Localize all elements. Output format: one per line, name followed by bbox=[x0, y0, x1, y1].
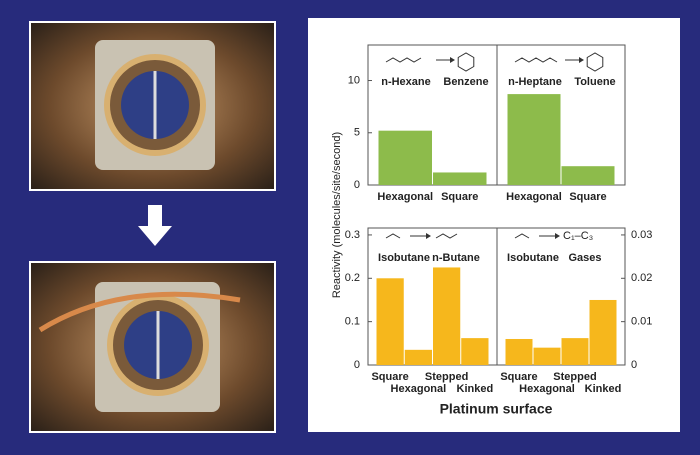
bar bbox=[404, 349, 432, 365]
molecule bbox=[457, 52, 475, 72]
reaction-arrowhead bbox=[555, 233, 560, 239]
bar bbox=[561, 338, 589, 365]
x-tick-label: Stepped bbox=[553, 371, 596, 383]
bar bbox=[461, 338, 489, 365]
y-tick-label: 0.01 bbox=[631, 316, 652, 328]
panel-frame bbox=[496, 44, 626, 186]
photo-bottom bbox=[29, 261, 276, 433]
bar bbox=[378, 130, 432, 185]
chart-panel bbox=[308, 18, 680, 432]
y-axis-label: Reactivity (molecules/site/second) bbox=[331, 132, 343, 298]
bar bbox=[561, 166, 615, 185]
x-tick-label: Stepped bbox=[425, 371, 468, 383]
x-tick-label: Hexagonal bbox=[519, 383, 575, 395]
x-tick-label: Kinked bbox=[457, 383, 494, 395]
x-tick-label: Kinked bbox=[585, 383, 622, 395]
bar bbox=[433, 172, 487, 185]
product-label: n-Butane bbox=[432, 252, 480, 264]
panel-frame bbox=[496, 227, 626, 366]
y-tick-label: 0.03 bbox=[631, 229, 652, 241]
reactant-label: Isobutane bbox=[378, 252, 430, 264]
photo-top bbox=[29, 21, 276, 191]
reaction-arrowhead bbox=[426, 233, 431, 239]
molecule bbox=[385, 57, 422, 63]
bar bbox=[589, 299, 617, 365]
reaction-arrowhead bbox=[579, 57, 584, 63]
y-tick-label: 5 bbox=[354, 127, 360, 139]
y-tick-label: 10 bbox=[348, 74, 360, 86]
product-label: Gases bbox=[568, 252, 601, 264]
y-tick-label: 0 bbox=[631, 359, 637, 371]
reactant-label: n-Hexane bbox=[381, 76, 431, 88]
bar bbox=[376, 278, 404, 365]
bar bbox=[533, 347, 561, 365]
product-label: Toluene bbox=[574, 76, 615, 88]
molecule bbox=[514, 57, 558, 63]
y-tick-label: 0.1 bbox=[345, 316, 360, 328]
x-tick-label: Square bbox=[569, 191, 606, 203]
x-tick-label: Square bbox=[371, 371, 408, 383]
reactant-label: n-Heptane bbox=[508, 76, 562, 88]
reaction-arrowhead bbox=[450, 57, 455, 63]
x-tick-label: Square bbox=[500, 371, 537, 383]
reactant-label: Isobutane bbox=[507, 252, 559, 264]
product-formula: C₁–C₃ bbox=[563, 230, 593, 242]
molecule bbox=[586, 52, 604, 72]
x-tick-label: Square bbox=[441, 191, 478, 203]
y-tick-label: 0 bbox=[354, 359, 360, 371]
x-tick-label: Hexagonal bbox=[377, 191, 433, 203]
bar bbox=[433, 267, 461, 365]
molecule bbox=[514, 233, 530, 239]
product-label: Benzene bbox=[443, 76, 488, 88]
x-tick-label: Hexagonal bbox=[506, 191, 562, 203]
x-axis-label: Platinum surface bbox=[440, 401, 553, 417]
arrow bbox=[138, 205, 172, 246]
x-tick-label: Hexagonal bbox=[391, 383, 447, 395]
y-tick-label: 0 bbox=[354, 179, 360, 191]
y-tick-label: 0.3 bbox=[345, 229, 360, 241]
y-tick-label: 0.2 bbox=[345, 272, 360, 284]
bar bbox=[505, 338, 533, 365]
molecule bbox=[385, 233, 401, 239]
bar bbox=[507, 94, 561, 185]
molecule bbox=[435, 233, 458, 239]
y-tick-label: 0.02 bbox=[631, 272, 652, 284]
